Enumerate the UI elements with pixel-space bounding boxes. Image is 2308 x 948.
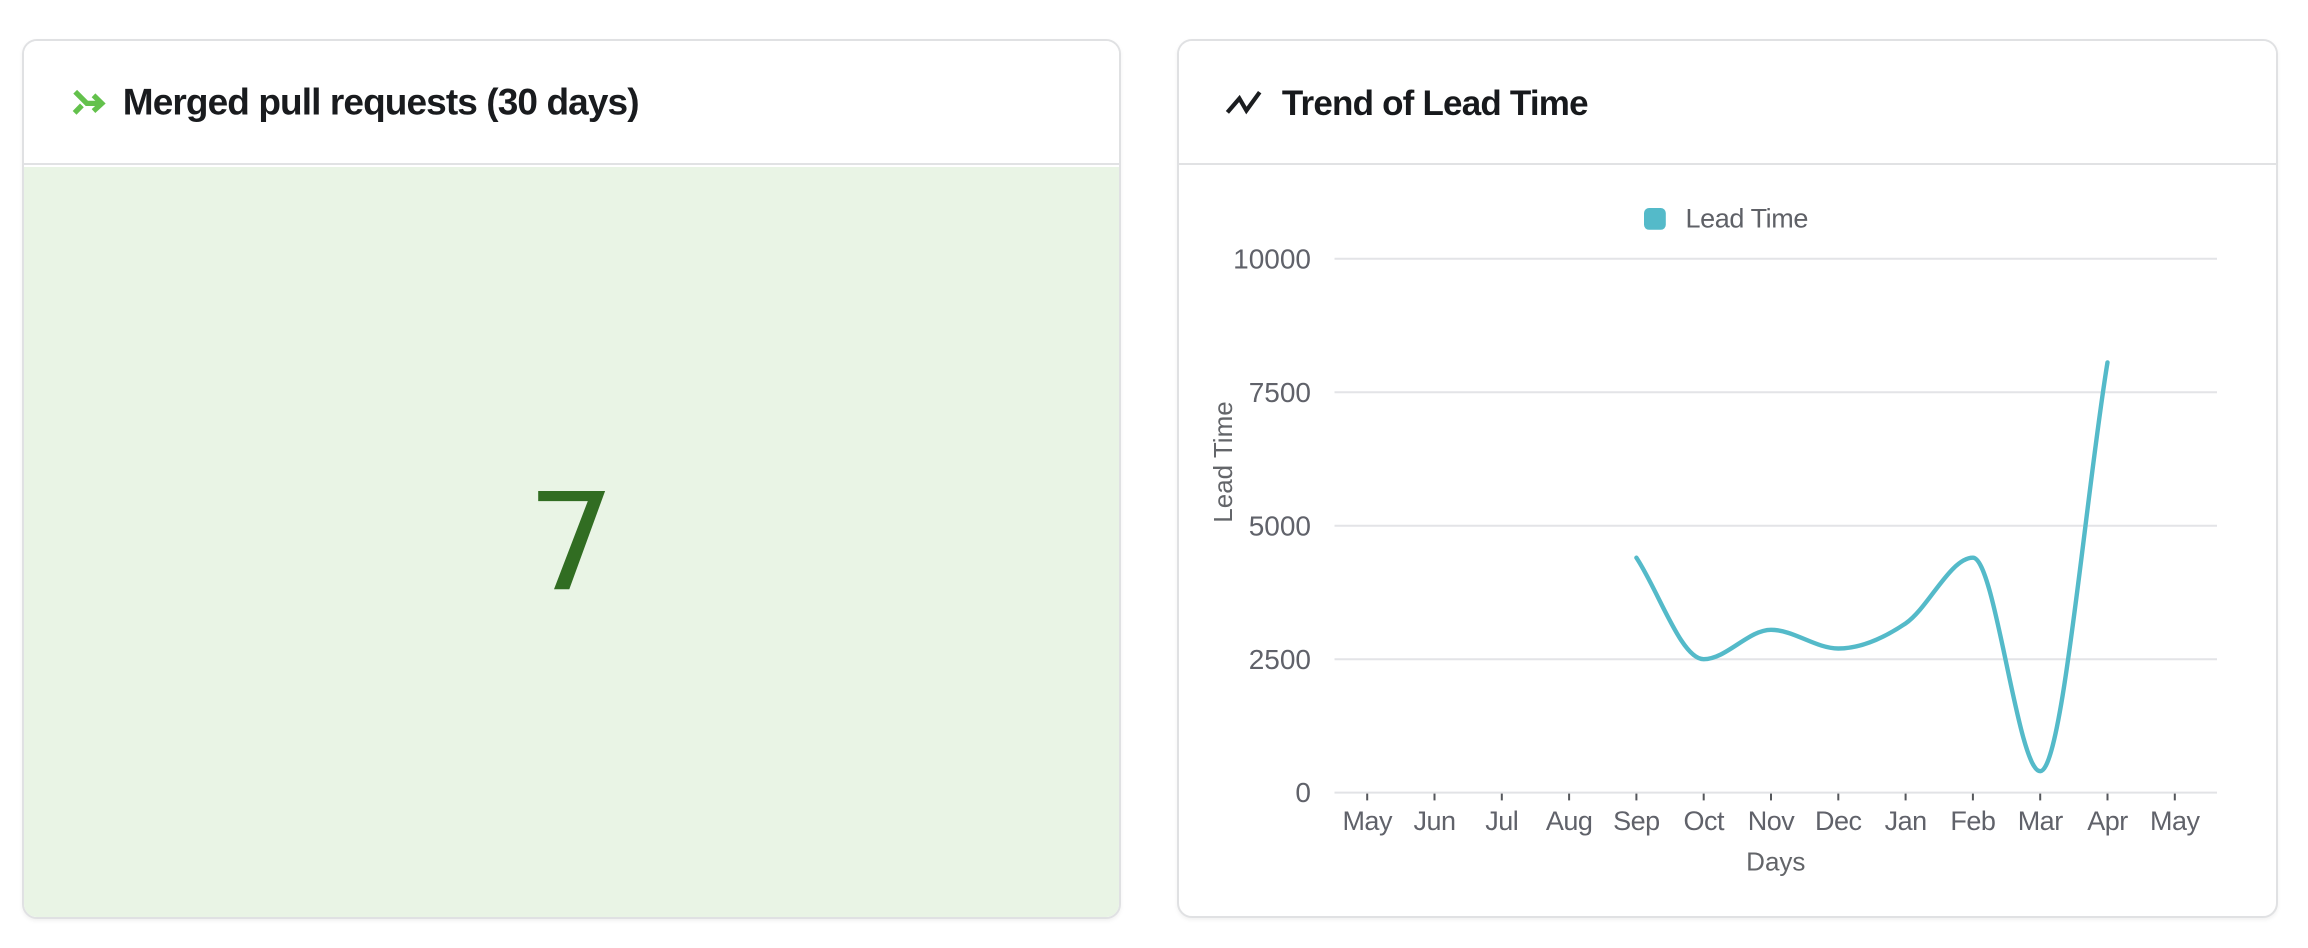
- svg-text:Merged pull requests (30 days): Merged pull requests (30 days): [123, 81, 639, 122]
- svg-text:Jul: Jul: [1485, 806, 1518, 836]
- svg-text:Dec: Dec: [1815, 806, 1862, 836]
- svg-text:Jan: Jan: [1885, 806, 1927, 836]
- svg-text:Aug: Aug: [1546, 806, 1593, 836]
- svg-text:0: 0: [1295, 777, 1311, 808]
- svg-text:Days: Days: [1746, 846, 1805, 876]
- svg-text:May: May: [1342, 806, 1393, 836]
- svg-text:Lead Time: Lead Time: [1686, 204, 1808, 234]
- svg-text:May: May: [2150, 806, 2201, 836]
- svg-text:Mar: Mar: [2018, 806, 2064, 836]
- svg-text:2500: 2500: [1249, 644, 1311, 675]
- svg-text:Feb: Feb: [1950, 806, 1995, 836]
- svg-text:Apr: Apr: [2087, 806, 2128, 836]
- svg-text:Sep: Sep: [1613, 806, 1660, 836]
- svg-text:5000: 5000: [1249, 510, 1311, 541]
- svg-text:7500: 7500: [1249, 377, 1311, 408]
- svg-text:10000: 10000: [1233, 243, 1311, 274]
- svg-text:Trend of Lead Time: Trend of Lead Time: [1282, 84, 1588, 123]
- svg-text:Jun: Jun: [1413, 806, 1455, 836]
- svg-text:Nov: Nov: [1748, 806, 1796, 836]
- svg-text:Lead Time: Lead Time: [1208, 401, 1238, 522]
- svg-text:Oct: Oct: [1683, 806, 1725, 836]
